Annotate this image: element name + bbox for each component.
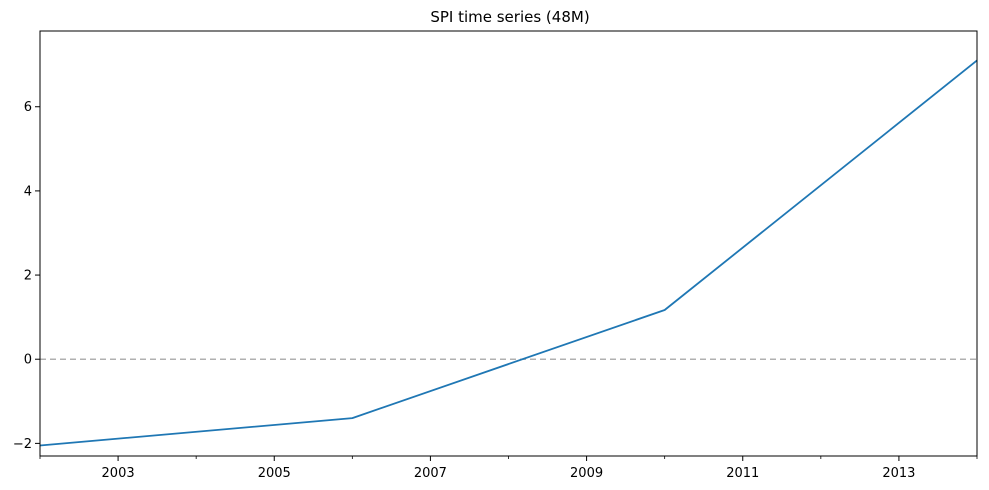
chart-title: SPI time series (48M) [430,8,589,26]
y-tick-label-6: 6 [24,100,32,115]
y-tick-label-2: 2 [24,269,32,284]
x-tick-label-2009: 2009 [570,466,603,481]
x-tick-label-2003: 2003 [102,466,135,481]
y-tick-label--2: −2 [13,437,32,452]
x-tick-label-2011: 2011 [726,466,759,481]
series-line-0 [39,59,978,447]
plot-frame [39,30,978,457]
x-tick-label-2005: 2005 [258,466,291,481]
plot-area: 2003 2005 2007 2009 2011 2013 −2 0 2 4 6 [13,30,978,481]
x-tick-label-2013: 2013 [882,466,915,481]
y-tick-label-0: 0 [24,353,32,368]
y-tick-label-4: 4 [24,184,32,199]
x-tick-label-2007: 2007 [414,466,447,481]
